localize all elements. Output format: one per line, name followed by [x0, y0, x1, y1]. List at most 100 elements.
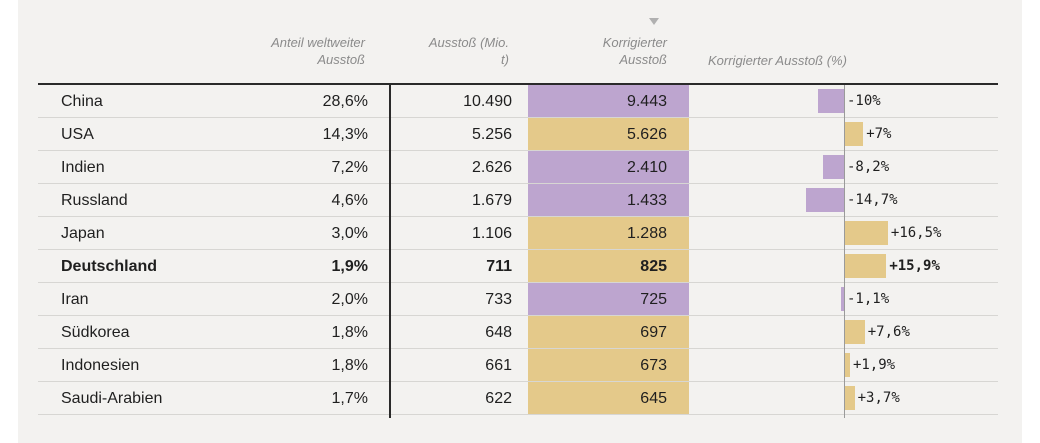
- corrected-value: 1.288: [626, 225, 667, 242]
- change-bar: [845, 254, 887, 278]
- corrected-value: 645: [640, 390, 667, 407]
- emissions-value: 2.626: [471, 159, 512, 176]
- share-value: 3,0%: [331, 225, 368, 242]
- change-bar: [805, 188, 844, 212]
- column-header-corrected-line2: Ausstoß: [619, 52, 667, 67]
- column-header-corrected-line1: Korrigierter: [602, 35, 667, 50]
- share-value: 1,8%: [331, 357, 368, 374]
- corrected-cell-background: [528, 283, 689, 315]
- row-separator: [38, 348, 998, 349]
- country-label: Iran: [61, 291, 89, 308]
- row-separator: [38, 183, 998, 184]
- table-row[interactable]: Deutschland 1,9% 711 825 +15,9%: [0, 250, 1040, 283]
- change-label: -14,7%: [847, 192, 898, 208]
- corrected-cell-background: [528, 118, 689, 150]
- share-value: 2,0%: [331, 291, 368, 308]
- emissions-value: 661: [485, 357, 512, 374]
- country-label: Japan: [61, 225, 105, 242]
- table-row[interactable]: Indien 7,2% 2.626 2.410 -8,2%: [0, 151, 1040, 184]
- change-label: +1,9%: [852, 357, 896, 373]
- share-value: 7,2%: [331, 159, 368, 176]
- table-row[interactable]: Saudi-Arabien 1,7% 622 645 +3,7%: [0, 382, 1040, 415]
- column-header-share-line2: Ausstoß: [317, 52, 365, 67]
- change-bar: [822, 155, 844, 179]
- corrected-cell-background: [528, 151, 689, 183]
- change-bar: [818, 89, 844, 113]
- column-header-share[interactable]: Anteil weltweiter Ausstoß: [230, 34, 365, 68]
- corrected-cell-background: [528, 250, 689, 282]
- share-value: 14,3%: [322, 126, 368, 143]
- change-bar: [845, 122, 864, 146]
- corrected-value: 9.443: [626, 93, 667, 110]
- country-label: USA: [61, 126, 94, 143]
- change-bar: [845, 320, 865, 344]
- share-value: 1,7%: [331, 390, 368, 407]
- change-label: +15,9%: [889, 258, 940, 274]
- row-separator: [38, 150, 998, 151]
- sort-descending-icon: [649, 18, 659, 25]
- corrected-value: 697: [640, 324, 667, 341]
- zero-baseline: [844, 85, 845, 418]
- country-label: Indonesien: [61, 357, 140, 374]
- column-header-corrected-pct[interactable]: Korrigierter Ausstoß (%): [708, 53, 847, 68]
- emissions-value: 5.256: [471, 126, 512, 143]
- corrected-value: 825: [640, 258, 667, 275]
- change-bar: [845, 221, 888, 245]
- country-label: Deutschland: [61, 258, 158, 275]
- emissions-value: 648: [485, 324, 512, 341]
- change-bar: [841, 287, 844, 311]
- country-label: Saudi-Arabien: [61, 390, 163, 407]
- corrected-cell-background: [528, 349, 689, 381]
- change-label: +7,6%: [867, 324, 910, 340]
- corrected-cell-background: [528, 85, 689, 117]
- row-separator: [38, 414, 998, 415]
- emissions-value: 711: [486, 258, 512, 275]
- row-separator: [38, 249, 998, 250]
- emissions-value: 733: [485, 291, 512, 308]
- corrected-value: 725: [640, 291, 667, 308]
- row-separator: [38, 282, 998, 283]
- share-value: 28,6%: [322, 93, 368, 110]
- change-label: -8,2%: [847, 159, 890, 175]
- table-row[interactable]: USA 14,3% 5.256 5.626 +7%: [0, 118, 1040, 151]
- row-separator: [38, 117, 998, 118]
- emissions-value: 1.106: [471, 225, 512, 242]
- country-label: Südkorea: [61, 324, 130, 341]
- table-row[interactable]: Japan 3,0% 1.106 1.288 +16,5%: [0, 217, 1040, 250]
- change-bar: [845, 353, 850, 377]
- corrected-cell-background: [528, 184, 689, 216]
- change-label: +3,7%: [857, 390, 900, 406]
- column-header-share-line1: Anteil weltweiter: [271, 35, 365, 50]
- table-row[interactable]: Iran 2,0% 733 725 -1,1%: [0, 283, 1040, 316]
- row-separator: [38, 216, 998, 217]
- share-value: 1,8%: [331, 324, 368, 341]
- share-value: 4,6%: [331, 192, 368, 209]
- emissions-value: 10.490: [463, 93, 512, 110]
- column-header-corrected[interactable]: Korrigierter Ausstoß: [540, 34, 667, 68]
- table-row[interactable]: China 28,6% 10.490 9.443 -10%: [0, 85, 1040, 118]
- column-header-emissions[interactable]: Ausstoß (Mio. t): [390, 34, 509, 68]
- emissions-value: 622: [485, 390, 512, 407]
- change-bar: [845, 386, 855, 410]
- corrected-value: 1.433: [626, 192, 667, 209]
- column-header-emissions-line1: Ausstoß (Mio.: [428, 35, 509, 50]
- table-row[interactable]: Russland 4,6% 1.679 1.433 -14,7%: [0, 184, 1040, 217]
- country-label: Russland: [61, 192, 128, 209]
- emissions-value: 1.679: [471, 192, 512, 209]
- country-label: Indien: [61, 159, 105, 176]
- change-label: -10%: [847, 93, 881, 109]
- row-separator: [38, 315, 998, 316]
- row-separator: [38, 381, 998, 382]
- corrected-cell-background: [528, 217, 689, 249]
- header-rule: [38, 83, 998, 85]
- corrected-value: 673: [640, 357, 667, 374]
- change-label: +7%: [866, 126, 892, 142]
- corrected-value: 2.410: [626, 159, 667, 176]
- corrected-value: 5.626: [626, 126, 667, 143]
- corrected-cell-background: [528, 316, 689, 348]
- share-value: 1,9%: [331, 258, 368, 275]
- corrected-cell-background: [528, 382, 689, 414]
- table-row[interactable]: Indonesien 1,8% 661 673 +1,9%: [0, 349, 1040, 382]
- column-header-emissions-line2: t): [501, 52, 509, 67]
- table-row[interactable]: Südkorea 1,8% 648 697 +7,6%: [0, 316, 1040, 349]
